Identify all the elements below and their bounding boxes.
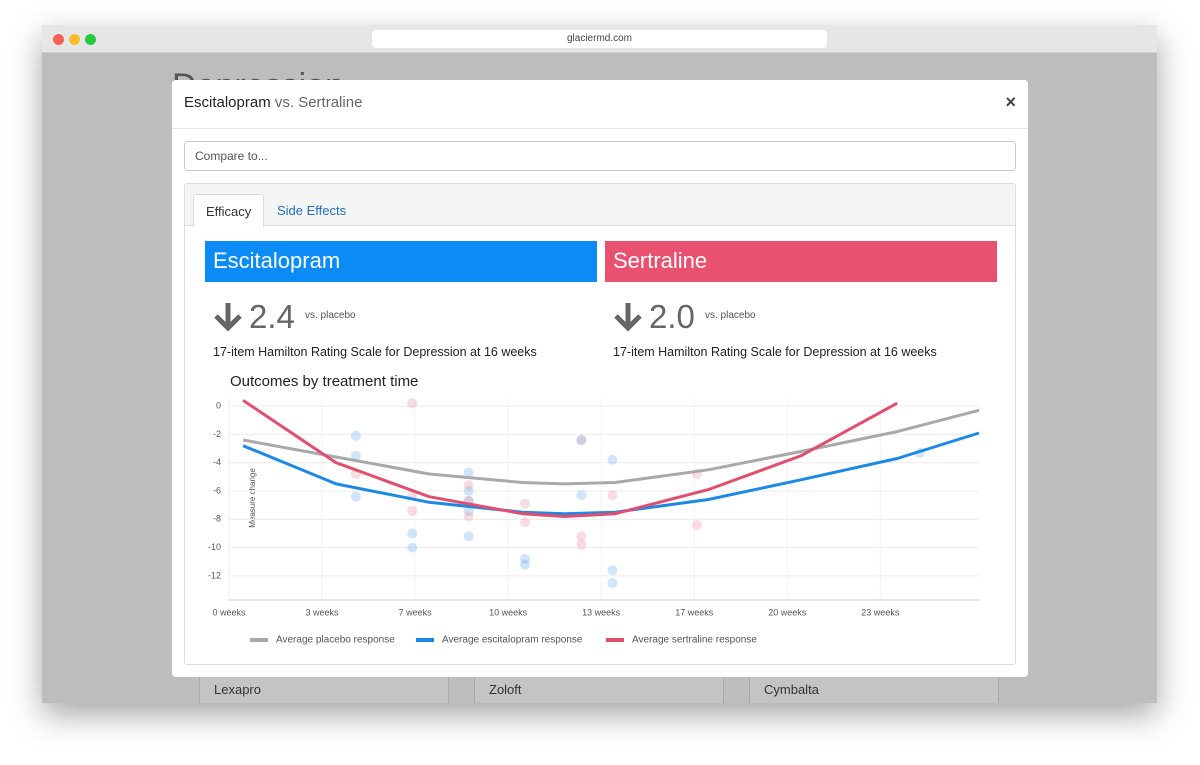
- drug-header: Escitalopram: [205, 241, 597, 282]
- min-dot[interactable]: [69, 34, 80, 45]
- drug-card[interactable]: Cymbalta: [749, 673, 999, 703]
- chart: Outcomes by treatment time Measure chang…: [208, 373, 980, 646]
- y-tick-label: -2: [213, 429, 221, 439]
- line: [242, 399, 898, 518]
- data-point: [520, 553, 531, 564]
- data-point: [607, 565, 618, 576]
- data-point: [520, 517, 531, 528]
- y-axis-label: Measure change: [248, 468, 257, 528]
- legend-label: Average placebo response: [276, 635, 395, 646]
- x-tick-label: 7 weeks: [399, 607, 433, 617]
- toolbar: glaciermd.com: [42, 25, 1157, 53]
- data-point: [576, 539, 587, 550]
- drug: Escitalopram: [184, 94, 271, 111]
- y-tick-label: 0: [216, 400, 221, 410]
- x-tick-label: 23 weeks: [861, 607, 900, 617]
- data-point: [520, 498, 531, 509]
- y-tick-label: -4: [213, 457, 221, 467]
- chart-title: Outcomes by treatment time: [230, 373, 418, 390]
- y-tick-label: -12: [208, 570, 221, 580]
- compare-input[interactable]: Compare to...: [184, 141, 1016, 171]
- x-tick-label: 3 weeks: [306, 607, 340, 617]
- down-arrow: [214, 303, 242, 332]
- url-bar[interactable]: glaciermd.com: [372, 30, 827, 48]
- effect-suffix: vs. placebo: [705, 310, 756, 321]
- data-point: [692, 519, 703, 530]
- effect-suffix: vs. placebo: [305, 310, 356, 321]
- down-arrow: [614, 303, 642, 332]
- data-point: [576, 435, 587, 446]
- data-point: [463, 511, 474, 522]
- x-tick-label: 10 weeks: [489, 607, 528, 617]
- drug-card[interactable]: Lexapro: [199, 673, 449, 703]
- y-tick-label: -6: [213, 485, 221, 495]
- legend-label: Average sertraline response: [632, 635, 757, 646]
- drug-header: Sertraline: [605, 241, 997, 282]
- data-point: [520, 559, 531, 570]
- data-point: [463, 467, 474, 478]
- comparison: vs. Sertraline: [274, 94, 363, 111]
- data-point: [350, 430, 361, 441]
- panel: Efficacy Side Effects Escitalopram Sertr…: [184, 183, 1016, 665]
- data-point: [576, 490, 587, 501]
- data-point: [407, 528, 418, 539]
- data-point: [463, 480, 474, 491]
- tab[interactable]: Side Effects: [277, 203, 347, 218]
- data-point: [576, 531, 587, 542]
- data-point: [407, 542, 418, 553]
- x-tick-label: 0 weeks: [212, 607, 246, 617]
- x-tick-label: 17 weeks: [675, 607, 714, 617]
- data-point: [463, 486, 474, 497]
- max-dot[interactable]: [85, 34, 96, 45]
- description: 17-item Hamilton Rating Scale for Depres…: [613, 345, 937, 359]
- data-point: [607, 490, 618, 501]
- line: [242, 431, 980, 516]
- tab[interactable]: Efficacy: [193, 194, 265, 227]
- y-tick-label: -10: [208, 542, 221, 552]
- line: [242, 408, 980, 486]
- divider: [172, 128, 1028, 129]
- x-tick-label: 13 weeks: [582, 607, 621, 617]
- tab-bar: Efficacy Side Effects: [185, 184, 1015, 227]
- description: 17-item Hamilton Rating Scale for Depres…: [213, 345, 537, 359]
- data-point: [407, 505, 418, 516]
- data-point: [463, 505, 474, 516]
- x-tick-label: 20 weeks: [768, 607, 807, 617]
- data-point: [607, 454, 618, 465]
- effect-value: 2.4: [249, 298, 295, 335]
- modal-title: Escitalopram vs. Sertraline: [184, 94, 362, 111]
- data-point: [463, 531, 474, 542]
- close-dot[interactable]: [53, 34, 64, 45]
- data-point: [350, 491, 361, 502]
- effect-value: 2.0: [649, 298, 695, 335]
- data-point: [607, 578, 618, 589]
- legend-label: Average escitalopram response: [442, 635, 583, 646]
- drug-card[interactable]: Zoloft: [474, 673, 724, 703]
- data-point: [407, 398, 418, 409]
- modal: Escitalopram vs. Sertraline × Compare to…: [172, 80, 1028, 677]
- data-point: [350, 450, 361, 461]
- y-tick-label: -8: [213, 514, 221, 524]
- data-point: [576, 435, 587, 446]
- close-button[interactable]: ×: [1005, 92, 1016, 112]
